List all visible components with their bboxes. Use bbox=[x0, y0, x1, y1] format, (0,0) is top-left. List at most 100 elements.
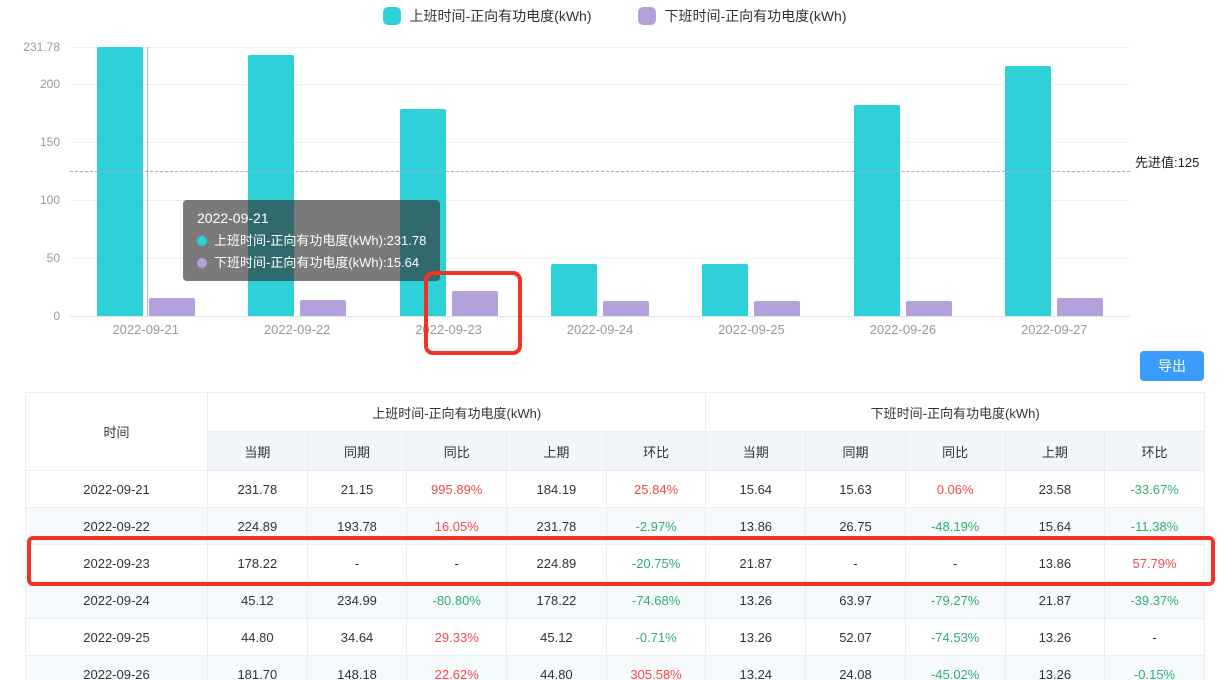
cell-value: -79.27% bbox=[904, 581, 1006, 619]
cell-value: 15.64 bbox=[1004, 507, 1106, 545]
table-row-2022-09-21: 2022-09-21 231.78 21.15 995.89% 184.19 25.84%… bbox=[25, 470, 1205, 508]
cell-value: -39.37% bbox=[1104, 581, 1205, 619]
cell-value: 148.18 bbox=[306, 655, 408, 680]
cell-value: 45.12 bbox=[506, 618, 607, 656]
table-row-2022-09-22: 2022-09-22 224.89 193.78 16.05% 231.78 -2.97%… bbox=[25, 507, 1205, 545]
table-header-group-row: 时间 上班时间-正向有功电度(kWh) 下班时间-正向有功电度(kWh) bbox=[25, 392, 1205, 471]
x-axis-tick-label: 2022-09-22 bbox=[263, 322, 331, 337]
legend-swatch-icon bbox=[382, 7, 401, 25]
cell-value: 305.58% bbox=[605, 655, 707, 680]
tooltip-series-text: 下班时间-正向有功电度(kWh):15.64 bbox=[214, 255, 420, 270]
bar-work-2022-09-21[interactable] bbox=[96, 47, 143, 316]
bar-work-2022-09-24[interactable] bbox=[551, 263, 597, 316]
energy-bar-chart: 0 50 100 150 200 231.78 2022-09-21 2022-09-22 20… bbox=[23, 40, 1199, 337]
x-axis-tick-label: 2022-09-25 bbox=[718, 322, 785, 337]
cell-date: 2022-09-22 bbox=[25, 507, 208, 545]
cell-value: 29.33% bbox=[406, 618, 508, 656]
table-row-2022-09-25: 2022-09-25 44.80 34.64 29.33% 45.12 -0.71% 13.… bbox=[25, 618, 1205, 656]
cell-value: -74.68% bbox=[605, 581, 707, 619]
bar-off-2022-09-24[interactable] bbox=[603, 300, 649, 316]
bar-work-2022-09-27[interactable] bbox=[1005, 66, 1052, 316]
cell-value: 13.26 bbox=[705, 618, 807, 656]
cell-value: 995.89% bbox=[406, 470, 508, 508]
cell-date: 2022-09-21 bbox=[25, 470, 208, 508]
cell-value: 224.89 bbox=[207, 507, 308, 545]
cell-value: 193.78 bbox=[306, 507, 408, 545]
bar-off-2022-09-23[interactable] bbox=[451, 290, 498, 316]
target-value-dashed-line bbox=[70, 170, 1130, 172]
cell-value: -33.67% bbox=[1104, 470, 1205, 508]
cell-value: 13.26 bbox=[705, 581, 807, 619]
x-axis-tick-label: 2022-09-23 bbox=[415, 322, 482, 337]
bar-off-2022-09-26[interactable] bbox=[905, 300, 952, 316]
cell-value: 234.99 bbox=[306, 581, 408, 619]
cell-value: 181.70 bbox=[207, 655, 308, 680]
bar-off-2022-09-25[interactable] bbox=[754, 300, 801, 316]
bar-work-2022-09-25[interactable] bbox=[702, 264, 749, 316]
cell-value: 21.87 bbox=[705, 544, 807, 582]
bar-off-2022-09-22[interactable] bbox=[300, 299, 347, 316]
cell-value: 224.89 bbox=[506, 544, 607, 582]
y-axis-tick-label: 231.78 bbox=[23, 40, 60, 54]
column-header-同期: 同期 bbox=[306, 431, 408, 471]
y-gridline bbox=[70, 47, 1130, 48]
export-button[interactable]: 导出 bbox=[1140, 351, 1204, 381]
tooltip-series-line: 下班时间-正向有功电度(kWh):15.64 bbox=[197, 254, 426, 271]
cell-value: -2.97% bbox=[605, 507, 707, 545]
column-header-同期: 同期 bbox=[805, 431, 906, 471]
legend-label: 上班时间-正向有功电度(kWh) bbox=[409, 8, 592, 24]
cell-date: 2022-09-23 bbox=[25, 544, 208, 582]
cell-value: 45.12 bbox=[207, 581, 308, 619]
cell-value: - bbox=[805, 544, 906, 582]
y-axis-tick-label: 200 bbox=[39, 76, 60, 91]
legend-label: 下班时间-正向有功电度(kWh) bbox=[664, 8, 847, 24]
column-header-同比: 同比 bbox=[904, 431, 1006, 471]
cell-value: 57.79% bbox=[1104, 544, 1205, 582]
cell-value: - bbox=[406, 544, 508, 582]
legend-swatch-icon bbox=[637, 7, 656, 25]
table-header-sub-row: 当期 同期 同比 上期 环比 当期 同期 同比 上期 环比 bbox=[26, 431, 1205, 471]
cell-value: - bbox=[904, 544, 1006, 582]
cell-value: -48.19% bbox=[904, 507, 1006, 545]
cell-value: 23.58 bbox=[1004, 470, 1106, 508]
cell-value: 15.64 bbox=[705, 470, 807, 508]
x-axis-tick-label: 2022-09-26 bbox=[869, 322, 937, 337]
bar-off-2022-09-21[interactable] bbox=[148, 297, 195, 316]
axis-pointer-line bbox=[146, 47, 148, 316]
bar-work-2022-09-26[interactable] bbox=[853, 105, 900, 316]
column-header-环比: 环比 bbox=[1104, 431, 1205, 471]
bar-off-2022-09-27[interactable] bbox=[1057, 298, 1104, 316]
y-gridline bbox=[70, 141, 1130, 143]
cell-value: 52.07 bbox=[805, 618, 906, 656]
cell-date: 2022-09-26 bbox=[25, 655, 208, 680]
column-header-上期: 上期 bbox=[1004, 431, 1106, 471]
y-gridline bbox=[70, 199, 1130, 201]
chart-legend: 上班时间-正向有功电度(kWh) 下班时间-正向有功电度(kWh) bbox=[0, 6, 1229, 26]
cell-value: 44.80 bbox=[207, 618, 308, 656]
cell-value: 21.15 bbox=[306, 470, 408, 508]
cell-value: 26.75 bbox=[805, 507, 906, 545]
legend-item-1[interactable]: 下班时间-正向有功电度(kWh) bbox=[637, 6, 847, 26]
cell-value: 24.08 bbox=[805, 655, 906, 680]
tooltip-series-text: 上班时间-正向有功电度(kWh):231.78 bbox=[214, 233, 427, 248]
y-axis-tick-label: 150 bbox=[39, 134, 60, 149]
tooltip-date: 2022-09-21 bbox=[197, 210, 269, 226]
cell-value: 13.86 bbox=[705, 507, 807, 545]
cell-value: -80.80% bbox=[406, 581, 508, 619]
cell-value: 22.62% bbox=[406, 655, 508, 680]
cell-value: 231.78 bbox=[207, 470, 308, 508]
column-header-当期: 当期 bbox=[705, 431, 807, 471]
column-header-当期: 当期 bbox=[207, 431, 308, 471]
cell-value: -11.38% bbox=[1104, 507, 1205, 545]
column-header-time: 时间 bbox=[25, 392, 208, 471]
energy-data-table: 时间 上班时间-正向有功电度(kWh) 下班时间-正向有功电度(kWh) 当期同… bbox=[25, 392, 1205, 680]
cell-date: 2022-09-24 bbox=[25, 581, 208, 619]
column-group-work-hours: 上班时间-正向有功电度(kWh) bbox=[206, 392, 707, 432]
legend-item-0[interactable]: 上班时间-正向有功电度(kWh) bbox=[382, 6, 592, 26]
column-header-上期: 上期 bbox=[506, 431, 607, 471]
tooltip-series-line: 上班时间-正向有功电度(kWh):231.78 bbox=[197, 232, 426, 249]
cell-value: -74.53% bbox=[904, 618, 1006, 656]
table-row-2022-09-24: 2022-09-24 45.12 234.99 -80.80% 178.22 -74.68… bbox=[25, 581, 1205, 619]
cell-value: 34.64 bbox=[306, 618, 408, 656]
